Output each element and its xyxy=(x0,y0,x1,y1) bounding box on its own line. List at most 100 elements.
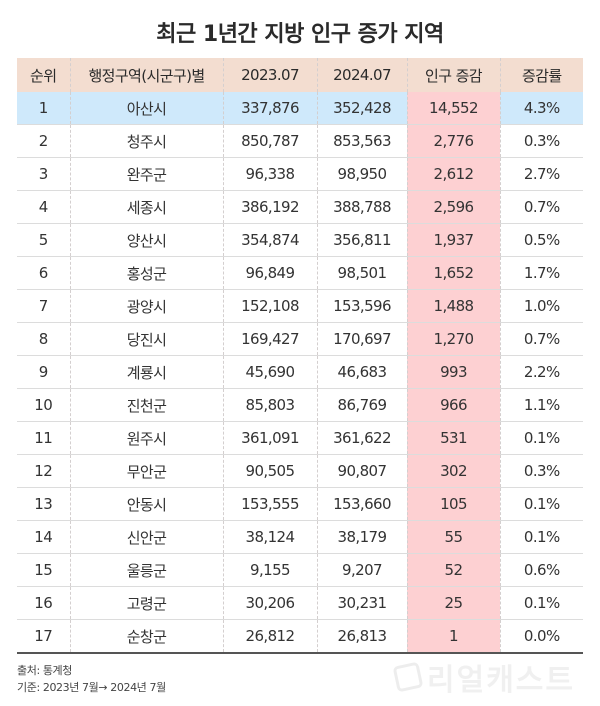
row-pop-2024: 853,563 xyxy=(316,124,407,158)
table-header: 순위 행정구역(시군구)별 2023.07 2024.07 인구 증감 증감률 xyxy=(17,58,583,92)
row-rank: 13 xyxy=(17,487,70,521)
population-increase-table: 순위 행정구역(시군구)별 2023.07 2024.07 인구 증감 증감률 … xyxy=(17,58,583,654)
header-pop-2023: 2023.07 xyxy=(222,58,317,92)
row-region: 안동시 xyxy=(69,487,223,521)
row-change: 2,776 xyxy=(406,124,500,158)
row-rank: 8 xyxy=(17,322,70,356)
row-pop-2023: 85,803 xyxy=(222,388,317,422)
row-pop-2024: 98,950 xyxy=(316,157,407,191)
table-body: 1 아산시 337,876 352,428 14,552 4.3% 2 청주시 850,787 8… xyxy=(17,92,583,654)
row-change: 531 xyxy=(406,421,500,455)
row-pop-2023: 361,091 xyxy=(222,421,317,455)
header-region: 행정구역(시군구)별 xyxy=(69,58,223,92)
row-pop-2023: 337,876 xyxy=(222,92,317,125)
row-region: 당진시 xyxy=(69,322,223,356)
header-rank: 순위 xyxy=(17,58,70,92)
watermark: 리얼캐스트 xyxy=(392,656,585,698)
row-region: 아산시 xyxy=(69,92,223,125)
row-pop-2023: 96,849 xyxy=(222,256,317,290)
row-region: 무안군 xyxy=(69,454,223,488)
row-region: 순창군 xyxy=(69,619,223,654)
table-row: 4 세종시 386,192 388,788 2,596 0.7% xyxy=(17,190,583,224)
row-change: 2,596 xyxy=(406,190,500,224)
row-pop-2024: 26,813 xyxy=(316,619,407,654)
basis-note: 기준: 2023년 7월→ 2024년 7월 xyxy=(17,681,166,694)
row-pop-2023: 152,108 xyxy=(222,289,317,323)
row-rate: 2.2% xyxy=(499,355,583,389)
row-rate: 0.1% xyxy=(499,520,583,554)
table-row: 1 아산시 337,876 352,428 14,552 4.3% xyxy=(17,92,583,125)
row-pop-2023: 386,192 xyxy=(222,190,317,224)
row-rate: 0.5% xyxy=(499,223,583,257)
row-rank: 11 xyxy=(17,421,70,455)
row-pop-2024: 388,788 xyxy=(316,190,407,224)
row-rank: 17 xyxy=(17,619,70,654)
row-rank: 6 xyxy=(17,256,70,290)
row-region: 원주시 xyxy=(69,421,223,455)
row-region: 계룡시 xyxy=(69,355,223,389)
row-pop-2023: 850,787 xyxy=(222,124,317,158)
row-change: 55 xyxy=(406,520,500,554)
table-row: 14 신안군 38,124 38,179 55 0.1% xyxy=(17,520,583,554)
row-rank: 3 xyxy=(17,157,70,191)
row-region: 홍성군 xyxy=(69,256,223,290)
row-region: 청주시 xyxy=(69,124,223,158)
row-pop-2024: 46,683 xyxy=(316,355,407,389)
row-rate: 0.7% xyxy=(499,322,583,356)
row-change: 993 xyxy=(406,355,500,389)
row-rank: 9 xyxy=(17,355,70,389)
row-pop-2024: 98,501 xyxy=(316,256,407,290)
table-row: 3 완주군 96,338 98,950 2,612 2.7% xyxy=(17,157,583,191)
table-row: 10 진천군 85,803 86,769 966 1.1% xyxy=(17,388,583,422)
row-region: 완주군 xyxy=(69,157,223,191)
row-change: 1,270 xyxy=(406,322,500,356)
row-region: 울릉군 xyxy=(69,553,223,587)
row-pop-2024: 153,596 xyxy=(316,289,407,323)
row-pop-2023: 169,427 xyxy=(222,322,317,356)
table-row: 2 청주시 850,787 853,563 2,776 0.3% xyxy=(17,124,583,158)
row-change: 14,552 xyxy=(406,92,500,125)
row-pop-2023: 153,555 xyxy=(222,487,317,521)
row-rate: 0.1% xyxy=(499,421,583,455)
row-pop-2024: 30,231 xyxy=(316,586,407,620)
row-rank: 5 xyxy=(17,223,70,257)
row-rank: 16 xyxy=(17,586,70,620)
row-rate: 0.3% xyxy=(499,124,583,158)
row-pop-2024: 356,811 xyxy=(316,223,407,257)
row-region: 신안군 xyxy=(69,520,223,554)
realcast-logo-icon xyxy=(392,661,424,693)
row-region: 고령군 xyxy=(69,586,223,620)
table-row: 12 무안군 90,505 90,807 302 0.3% xyxy=(17,454,583,488)
row-pop-2024: 38,179 xyxy=(316,520,407,554)
source-note: 출처: 통계청 xyxy=(17,664,73,677)
row-pop-2024: 90,807 xyxy=(316,454,407,488)
row-rate: 2.7% xyxy=(499,157,583,191)
row-rank: 14 xyxy=(17,520,70,554)
row-rank: 2 xyxy=(17,124,70,158)
row-rate: 1.0% xyxy=(499,289,583,323)
table-row: 8 당진시 169,427 170,697 1,270 0.7% xyxy=(17,322,583,356)
row-rank: 15 xyxy=(17,553,70,587)
row-change: 1 xyxy=(406,619,500,654)
row-rank: 1 xyxy=(17,92,70,125)
row-pop-2024: 9,207 xyxy=(316,553,407,587)
row-rank: 10 xyxy=(17,388,70,422)
row-pop-2023: 90,505 xyxy=(222,454,317,488)
row-pop-2023: 96,338 xyxy=(222,157,317,191)
row-change: 1,937 xyxy=(406,223,500,257)
table-row: 11 원주시 361,091 361,622 531 0.1% xyxy=(17,421,583,455)
table-row: 13 안동시 153,555 153,660 105 0.1% xyxy=(17,487,583,521)
row-pop-2024: 352,428 xyxy=(316,92,407,125)
row-pop-2024: 153,660 xyxy=(316,487,407,521)
row-change: 302 xyxy=(406,454,500,488)
row-change: 25 xyxy=(406,586,500,620)
row-pop-2024: 361,622 xyxy=(316,421,407,455)
row-region: 진천군 xyxy=(69,388,223,422)
header-pop-2024: 2024.07 xyxy=(316,58,407,92)
table-row: 9 계룡시 45,690 46,683 993 2.2% xyxy=(17,355,583,389)
row-rate: 0.6% xyxy=(499,553,583,587)
row-pop-2023: 45,690 xyxy=(222,355,317,389)
row-rank: 12 xyxy=(17,454,70,488)
row-rate: 4.3% xyxy=(499,92,583,125)
page-title: 최근 1년간 지방 인구 증가 지역 xyxy=(156,22,444,47)
